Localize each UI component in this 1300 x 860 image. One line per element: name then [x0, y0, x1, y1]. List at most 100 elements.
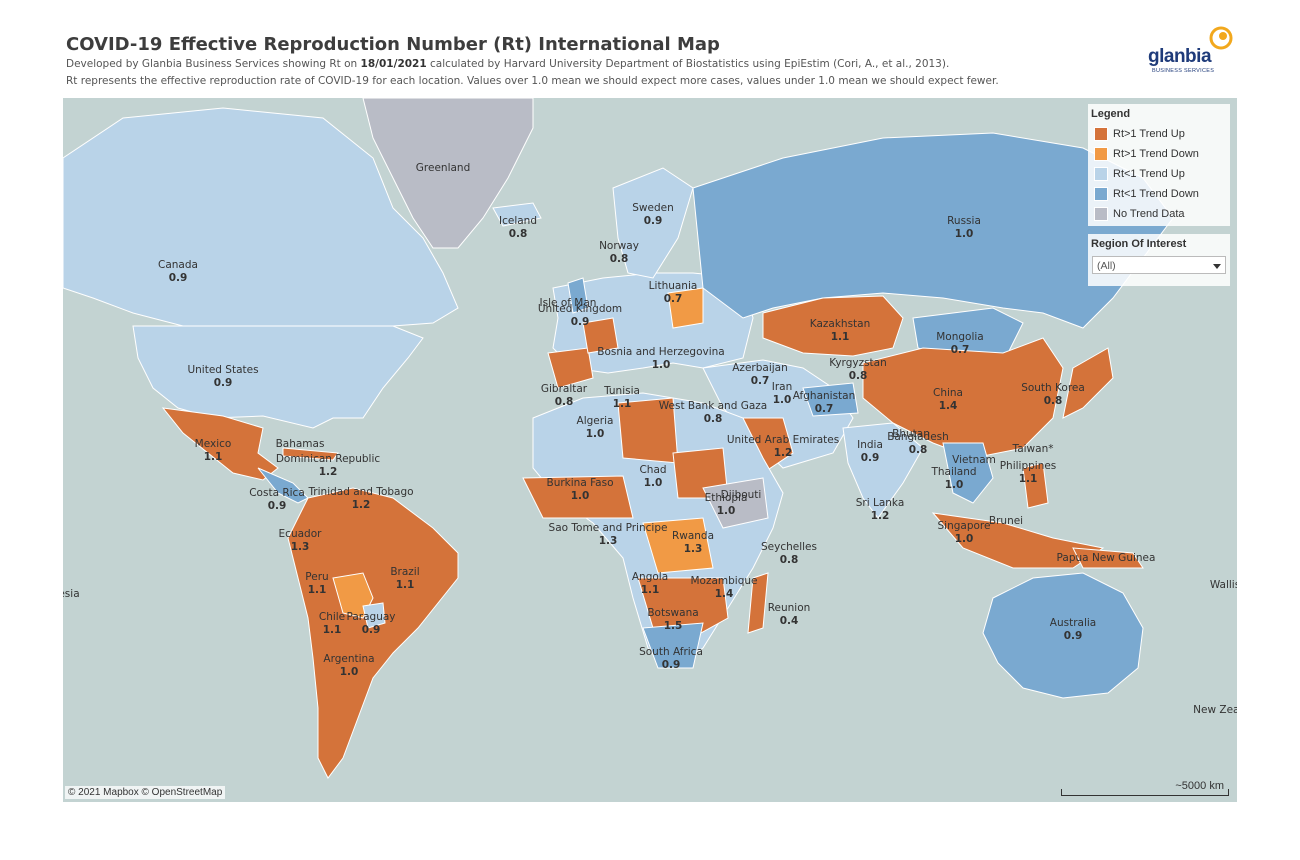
legend-item[interactable]: No Trend Data — [1088, 204, 1230, 224]
location-label[interactable]: Iceland 0.8 — [499, 215, 537, 241]
location-label[interactable]: Ecuador 1.3 — [279, 528, 322, 554]
location-label[interactable]: United Arab Emirates 1.2 — [727, 434, 839, 460]
iceland-shape — [492, 202, 542, 227]
location-label[interactable]: Vietnam — [952, 454, 996, 467]
location-label[interactable]: Botswana 1.5 — [647, 607, 698, 633]
uk-shape — [567, 277, 589, 314]
location-label[interactable]: Brunei — [989, 515, 1023, 528]
world-map[interactable]: Greenland Iceland 0.8 Sweden 0.9 Norway 0.8 Rus… — [63, 98, 1237, 802]
location-label[interactable]: Norway 0.8 — [599, 240, 639, 266]
australia-shape[interactable] — [982, 572, 1144, 699]
glanbia-logo: glanbia BUSINESS SERVICES — [1146, 24, 1236, 76]
location-label[interactable]: Greenland — [416, 162, 470, 175]
legend-swatch — [1094, 187, 1108, 201]
location-name: Chad — [639, 464, 667, 476]
location-label[interactable]: West Bank and Gaza 0.8 — [659, 400, 767, 426]
russia-shape[interactable] — [692, 132, 1174, 329]
location-label[interactable]: Bangladesh 0.8 — [887, 431, 949, 457]
location-label[interactable]: Chile 1.1 — [319, 611, 345, 637]
location-rt-value: 0.8 — [1043, 395, 1063, 407]
location-label[interactable]: Argentina 1.0 — [323, 653, 374, 679]
location-label[interactable]: Mongolia 0.7 — [936, 331, 984, 357]
location-label[interactable]: Kazakhstan 1.1 — [810, 318, 871, 344]
location-label[interactable]: Papua New Guinea — [1057, 552, 1156, 565]
location-name: Afghanistan — [792, 390, 856, 402]
legend-item[interactable]: Rt>1 Trend Down — [1088, 144, 1230, 164]
location-label[interactable]: Australia 0.9 — [1050, 617, 1096, 643]
region-select[interactable]: (All) — [1092, 256, 1226, 274]
location-label[interactable]: Bhutan — [892, 428, 930, 441]
location-label[interactable]: Dominican Republic 1.2 — [276, 453, 380, 479]
location-label[interactable]: Azerbaijan 0.7 — [732, 362, 788, 388]
legend-item[interactable]: Rt>1 Trend Up — [1088, 124, 1230, 144]
location-name: Trinidad and Tobago — [308, 486, 414, 498]
location-label[interactable]: Peru 1.1 — [305, 571, 328, 597]
logo-tag: BUSINESS SERVICES — [1152, 68, 1215, 74]
afghanistan-shape — [802, 382, 859, 417]
location-label[interactable]: Algeria 1.0 — [577, 415, 614, 441]
location-name: West Bank and Gaza — [658, 400, 768, 412]
location-label[interactable]: Afghanistan 0.7 — [793, 390, 856, 416]
location-label[interactable]: New Zeala — [1193, 704, 1237, 717]
location-label[interactable]: Lithuania 0.7 — [649, 280, 698, 306]
india-shape[interactable] — [842, 422, 924, 519]
subtitle-description: Rt represents the effective reproduction… — [66, 75, 999, 87]
location-label[interactable]: Iran 1.0 — [772, 381, 793, 407]
scale-line — [1061, 789, 1229, 796]
location-label[interactable]: Ethiopia 1.0 — [705, 492, 748, 518]
location-label[interactable]: Sweden 0.9 — [632, 202, 674, 228]
location-name: Reunion — [767, 602, 811, 614]
location-label[interactable]: Seychelles 0.8 — [761, 541, 817, 567]
location-label[interactable]: Paraguay 0.9 — [346, 611, 395, 637]
location-label[interactable]: Burkina Faso 1.0 — [546, 477, 613, 503]
location-label[interactable]: Canada 0.9 — [158, 259, 198, 285]
location-label[interactable]: India 0.9 — [857, 439, 883, 465]
kazakhstan-shape[interactable] — [762, 295, 904, 357]
location-label[interactable]: Gibraltar 0.8 — [541, 383, 587, 409]
location-label[interactable]: Costa Rica 0.9 — [249, 487, 305, 513]
location-label[interactable]: Thailand 1.0 — [931, 466, 976, 492]
location-label[interactable]: Tunisia 1.1 — [604, 385, 640, 411]
location-label[interactable]: Singapore 1.0 — [938, 520, 991, 546]
location-label[interactable]: Sao Tome and Principe 1.3 — [549, 522, 668, 548]
location-label[interactable]: Mozambique 1.4 — [690, 575, 757, 601]
location-label[interactable]: United States 0.9 — [187, 364, 258, 390]
location-label[interactable]: Sri Lanka 1.2 — [856, 497, 905, 523]
location-label[interactable]: Philippines 1.1 — [1000, 460, 1057, 486]
location-name: Mexico — [194, 438, 232, 450]
location-label[interactable]: Trinidad and Tobago 1.2 — [308, 486, 413, 512]
location-label[interactable]: Bosnia and Herzegovina 1.0 — [597, 346, 725, 372]
legend-item[interactable]: Rt<1 Trend Up — [1088, 164, 1230, 184]
location-label[interactable]: esia — [63, 588, 80, 601]
location-label[interactable]: South Korea 0.8 — [1021, 382, 1085, 408]
location-label[interactable]: China 1.4 — [933, 387, 963, 413]
location-label[interactable]: Isle of Man — [540, 297, 597, 310]
location-label[interactable]: Bahamas — [276, 438, 325, 451]
belarus-shape — [667, 287, 704, 329]
location-rt-value: 0.9 — [643, 215, 663, 227]
location-label[interactable]: Taiwan* — [1013, 443, 1054, 456]
legend-item[interactable]: Rt<1 Trend Down — [1088, 184, 1230, 204]
location-label[interactable]: Rwanda 1.3 — [672, 530, 714, 556]
location-label[interactable]: Reunion 0.4 — [768, 602, 811, 628]
south-america-shape[interactable] — [287, 487, 459, 779]
map-attribution[interactable]: © 2021 Mapbox © OpenStreetMap — [65, 786, 226, 799]
location-label[interactable]: Chad 1.0 — [639, 464, 666, 490]
location-label[interactable]: Brazil 1.1 — [390, 566, 419, 592]
location-name: Kyrgyzstan — [829, 357, 887, 369]
location-label[interactable]: Djibouti — [721, 489, 762, 502]
china-shape[interactable] — [862, 337, 1064, 459]
location-label[interactable]: South Africa 0.9 — [639, 646, 703, 672]
location-label[interactable]: Angola 1.1 — [632, 571, 668, 597]
location-label[interactable]: Mexico 1.1 — [195, 438, 232, 464]
location-rt-value: 0.9 — [860, 452, 880, 464]
location-label[interactable]: Kyrgyzstan 0.8 — [829, 357, 887, 383]
location-label[interactable]: Russia 1.0 — [947, 215, 981, 241]
location-name: Brunei — [988, 515, 1024, 527]
location-name: Botswana — [647, 607, 699, 619]
legend-label: Rt<1 Trend Up — [1113, 168, 1185, 180]
location-label[interactable]: United Kingdom 0.9 — [538, 303, 622, 329]
united-states-shape[interactable] — [132, 325, 424, 429]
location-name: Bahamas — [275, 438, 325, 450]
